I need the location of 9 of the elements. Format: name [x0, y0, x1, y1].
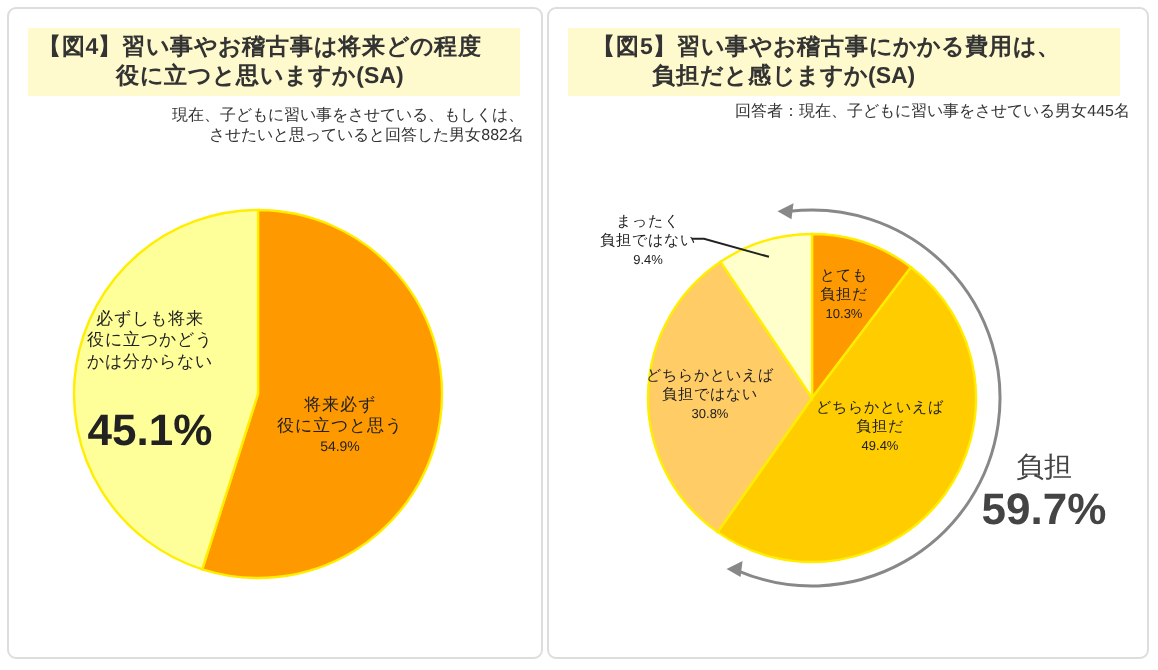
annotation: 59.7% [981, 484, 1107, 534]
value-label: 45.1% [87, 404, 213, 455]
slice-label: 必ずしも将来役に立つかどうかは分からない [87, 308, 213, 371]
chart-title: 【図5】習い事やお稽古事にかかる費用は、負担だと感じますか(SA) [592, 36, 1061, 89]
chart-title: 【図4】習い事やお稽古事は将来どの程度役に立つと思いますか(SA) [37, 36, 483, 89]
chart-subtitle: 回答者：現在、子どもに習い事をさせている男女445名 [735, 102, 1130, 120]
annotation: 負担 [1016, 450, 1072, 482]
slice-label: 将来必ず役に立つと思う [277, 394, 403, 436]
chart-subtitle: 現在、子どもに習い事をさせている、もしくは、させたいと思っていると回答した男女882名 [172, 106, 524, 144]
